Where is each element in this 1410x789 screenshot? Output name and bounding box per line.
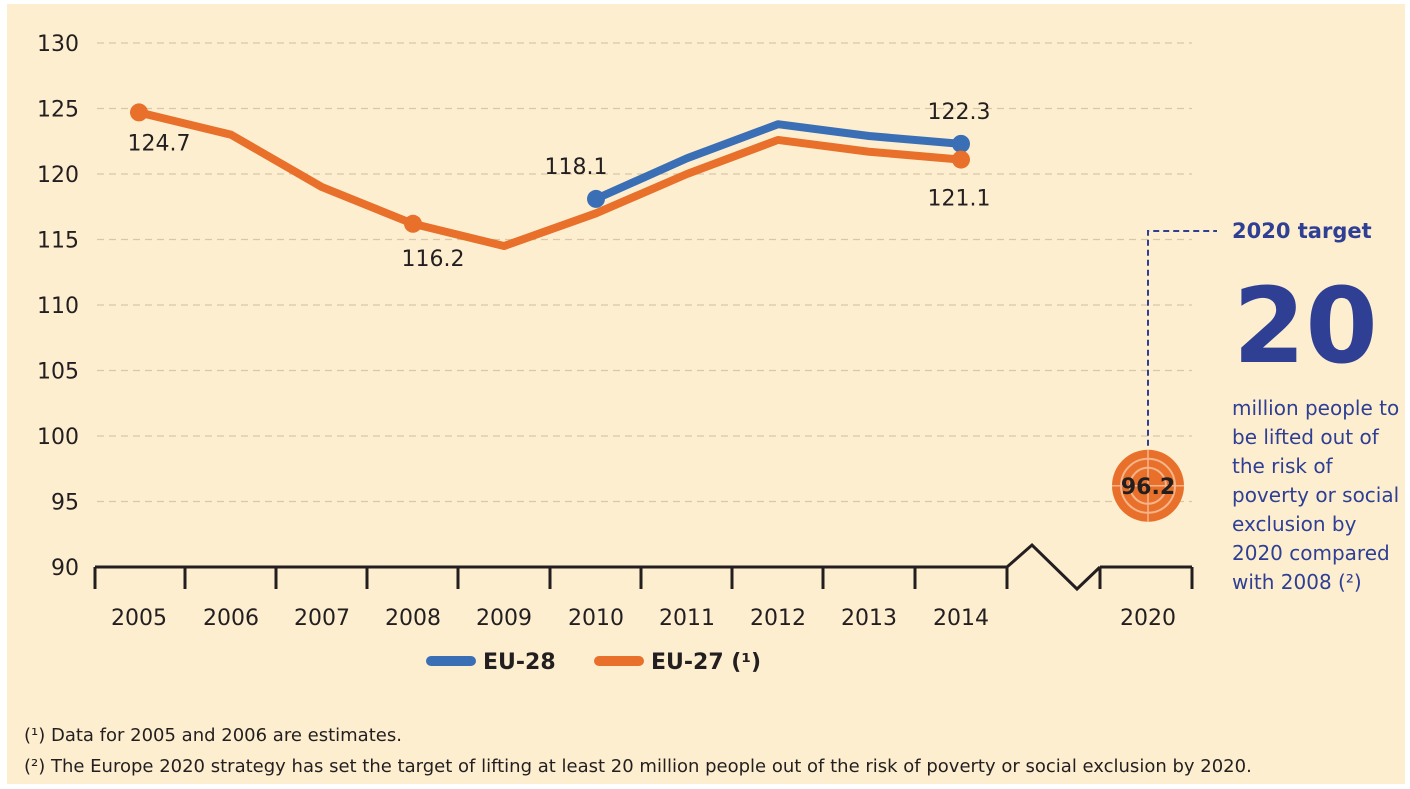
legend-label: EU-27 (¹) [651,650,761,675]
data-point-marker [404,214,422,233]
x-tick-label: 2008 [385,606,441,631]
data-label: 122.3 [928,100,991,125]
series-line-eu28 [592,120,965,203]
target-big-number: 20 [1233,265,1378,387]
data-label: 124.7 [128,131,191,156]
target-description: million people to be lifted out of the r… [1232,396,1400,594]
footnote-2: (²) The Europe 2020 strategy has set the… [24,756,1252,777]
data-point-marker [130,103,148,122]
data-label: 116.2 [402,247,465,272]
legend-label: EU-28 [483,650,556,675]
y-tick-label: 100 [37,425,79,450]
y-tick-label: 125 [37,98,79,123]
x-tick-label: 2009 [476,606,532,631]
x-tick-label: 2012 [750,606,806,631]
data-point-marker [952,150,970,169]
chart-panel: 90 95 100 105 110 115 120 125 130 2005 2006 2007 200… [7,4,1405,784]
y-tick-label: 120 [37,163,79,188]
series-line-eu27 [135,108,965,251]
y-tick-label: 105 [37,360,79,385]
y-tick-label: 115 [37,229,79,254]
axis-break-mark [1006,542,1102,592]
footnote-1: (¹) Data for 2005 and 2006 are estimates… [24,725,402,746]
x-tick-label: 2005 [111,606,167,631]
x-tick-label: 2007 [294,606,350,631]
y-tick-label: 130 [37,32,79,57]
target-leader-line [1147,230,1217,446]
y-tick-label: 90 [51,556,79,581]
data-label: 121.1 [928,187,991,212]
x-tick-label: 2011 [659,606,715,631]
line-chart: 90 95 100 105 110 115 120 125 130 2005 2006 2007 200… [37,32,1378,675]
x-tick-label: 2006 [203,606,259,631]
x-tick-label: 2010 [568,606,624,631]
data-label: 118.1 [545,155,608,180]
target-heading: 2020 target [1232,219,1372,243]
x-tick-label: 2020 [1120,606,1176,631]
x-tick-label: 2014 [933,606,989,631]
y-tick-label: 110 [37,294,79,319]
x-tick-label: 2013 [841,606,897,631]
data-point-marker [952,134,970,153]
target-value-label: 96.2 [1121,475,1175,500]
data-point-marker [587,189,605,208]
y-tick-label: 95 [51,491,79,516]
